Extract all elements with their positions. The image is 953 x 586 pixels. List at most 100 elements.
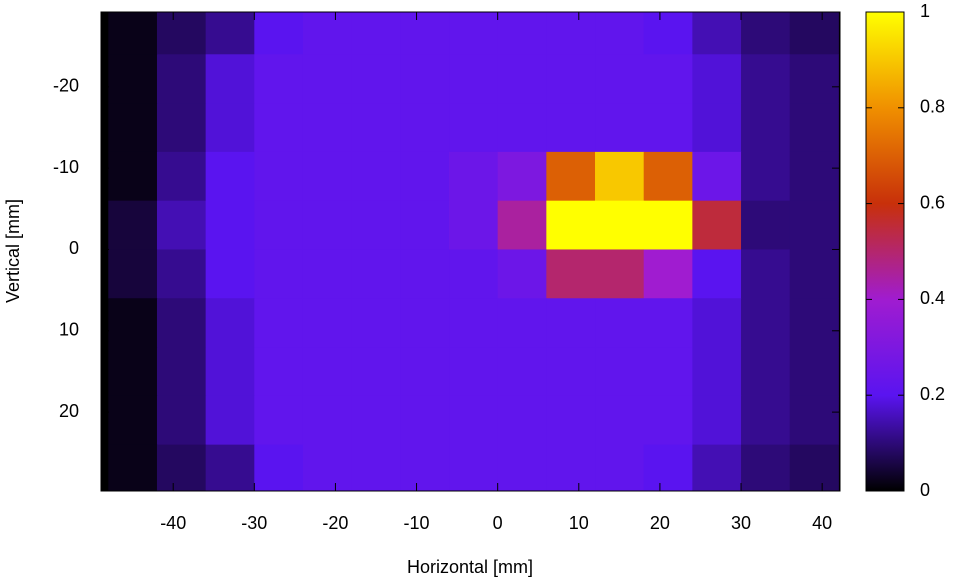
heat-cell bbox=[205, 249, 255, 299]
heat-cell bbox=[595, 347, 645, 397]
heat-cell bbox=[254, 249, 304, 299]
heat-cell bbox=[595, 444, 645, 491]
heat-cell bbox=[546, 347, 596, 397]
colorbar-tick-label: 0.2 bbox=[920, 384, 945, 404]
heat-cell bbox=[351, 395, 401, 446]
heat-cell bbox=[595, 395, 645, 446]
heat-cell bbox=[400, 200, 450, 250]
heat-cell bbox=[351, 444, 401, 491]
heat-cell bbox=[108, 395, 158, 446]
heat-cell bbox=[643, 54, 693, 104]
heat-cell bbox=[789, 12, 839, 55]
colorbar-tick-label: 0.4 bbox=[920, 288, 945, 308]
heat-cell bbox=[351, 103, 401, 153]
heat-cell bbox=[156, 249, 207, 299]
heat-cell bbox=[351, 200, 401, 250]
axes: -40 -30 -20 -10 0 10 20 30 40 -20 -10 0 10 20 bbox=[53, 11, 841, 533]
y-tick-label: 20 bbox=[59, 401, 79, 421]
heat-cell bbox=[741, 54, 791, 104]
heat-cell bbox=[400, 347, 450, 397]
heat-cell bbox=[254, 103, 304, 153]
colorbar-tick-label: 1 bbox=[920, 1, 930, 21]
heat-cell bbox=[692, 54, 742, 104]
heat-cell bbox=[546, 395, 596, 446]
heat-cell bbox=[789, 54, 839, 104]
heat-cell bbox=[595, 103, 645, 153]
heat-cell bbox=[692, 103, 742, 153]
heatmap bbox=[101, 12, 840, 491]
heat-cell bbox=[643, 249, 693, 299]
heat-cell bbox=[497, 151, 547, 202]
heat-cell bbox=[546, 54, 596, 104]
heat-cell bbox=[254, 12, 304, 55]
heat-cell bbox=[400, 151, 450, 202]
heat-cell bbox=[449, 347, 499, 397]
heat-cell bbox=[254, 298, 304, 348]
heat-cell bbox=[741, 103, 791, 153]
x-tick-label: 20 bbox=[650, 513, 670, 533]
colorbar-scale bbox=[865, 11, 905, 492]
heat-cell bbox=[254, 347, 304, 397]
heat-cell bbox=[789, 103, 839, 153]
y-tick-label: -20 bbox=[53, 76, 79, 96]
heat-cell bbox=[205, 444, 255, 491]
heat-cell bbox=[302, 12, 353, 55]
y-tick-label: 10 bbox=[59, 320, 79, 340]
x-tick-label: -10 bbox=[404, 513, 430, 533]
x-tick-label: 0 bbox=[493, 513, 503, 533]
heat-cell bbox=[254, 151, 304, 202]
colorbar-tick-label: 0.8 bbox=[920, 97, 945, 117]
heat-cell bbox=[449, 12, 499, 55]
heat-cell bbox=[497, 103, 547, 153]
heat-cell bbox=[741, 347, 791, 397]
heat-cell bbox=[741, 151, 791, 202]
x-tick-label: -40 bbox=[160, 513, 186, 533]
heat-cell bbox=[205, 12, 255, 55]
heat-cell bbox=[400, 444, 450, 491]
heat-cell bbox=[692, 249, 742, 299]
x-tick-label: 40 bbox=[812, 513, 832, 533]
heat-cell bbox=[546, 298, 596, 348]
heat-cell bbox=[692, 395, 742, 446]
heat-cell bbox=[643, 395, 693, 446]
heat-cell bbox=[692, 298, 742, 348]
heat-cell bbox=[156, 200, 207, 250]
heat-cell bbox=[546, 103, 596, 153]
heat-cell bbox=[497, 347, 547, 397]
heat-cell bbox=[351, 298, 401, 348]
heat-cell bbox=[205, 298, 255, 348]
heat-cell bbox=[692, 151, 742, 202]
colorbar-tick-label: 0.6 bbox=[920, 192, 945, 212]
heat-cell bbox=[156, 444, 207, 491]
heat-cell bbox=[254, 395, 304, 446]
heat-cell bbox=[108, 54, 158, 104]
heat-cell bbox=[789, 151, 839, 202]
colorbar: 0 0.2 0.4 0.6 0.8 1 bbox=[865, 1, 945, 500]
heat-cell bbox=[205, 395, 255, 446]
heat-cell bbox=[156, 395, 207, 446]
heat-cell bbox=[449, 103, 499, 153]
colorbar-tick-label: 0 bbox=[920, 480, 930, 500]
heat-cell bbox=[302, 444, 353, 491]
heat-cell bbox=[205, 103, 255, 153]
heat-cell bbox=[497, 444, 547, 491]
heat-cell bbox=[643, 298, 693, 348]
heat-cell bbox=[351, 347, 401, 397]
heat-cell bbox=[789, 298, 839, 348]
heat-cell bbox=[302, 249, 353, 299]
heat-cell bbox=[546, 151, 596, 202]
heat-cell bbox=[254, 54, 304, 104]
heat-cell bbox=[449, 54, 499, 104]
heat-cell bbox=[643, 347, 693, 397]
heat-cell bbox=[741, 298, 791, 348]
heat-cell bbox=[789, 249, 839, 299]
heat-cell bbox=[595, 200, 645, 250]
heat-cell bbox=[449, 444, 499, 491]
heat-cell bbox=[789, 395, 839, 446]
heat-cell bbox=[643, 12, 693, 55]
heat-cell bbox=[595, 151, 645, 202]
heat-cell bbox=[449, 298, 499, 348]
heat-cell bbox=[156, 12, 207, 55]
heat-cell bbox=[741, 12, 791, 55]
